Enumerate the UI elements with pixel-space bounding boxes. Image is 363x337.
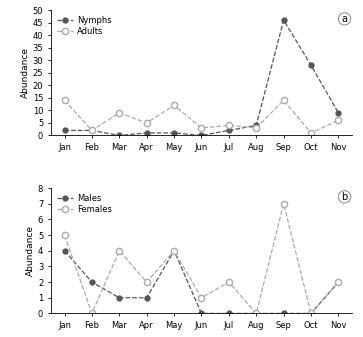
Adults [254,126,258,130]
Y-axis label: Abundance: Abundance [21,47,30,98]
Nymphs [281,18,286,22]
Males [336,280,340,284]
Y-axis label: Abundance: Abundance [26,225,35,276]
Females [172,249,176,253]
Females [281,202,286,206]
Males [172,249,176,253]
Females [90,311,94,315]
Adults [90,128,94,132]
Nymphs [309,63,313,67]
Females [199,296,204,300]
Females [254,311,258,315]
Line: Nymphs: Nymphs [62,18,341,138]
Males [254,311,258,315]
Line: Females: Females [61,201,342,316]
Males [90,280,94,284]
Nymphs [62,128,67,132]
Females [62,233,67,237]
Nymphs [90,128,94,132]
Line: Adults: Adults [61,97,342,136]
Females [336,280,340,284]
Text: a: a [342,14,348,24]
Males [117,296,122,300]
Legend: Nymphs, Adults: Nymphs, Adults [55,14,113,37]
Nymphs [172,131,176,135]
Females [309,311,313,315]
Females [144,280,149,284]
Males [227,311,231,315]
Nymphs [227,128,231,132]
Adults [336,118,340,122]
Line: Males: Males [62,248,341,316]
Legend: Males, Females: Males, Females [55,192,113,215]
Females [117,249,122,253]
Females [227,280,231,284]
Adults [117,111,122,115]
Nymphs [117,133,122,137]
Males [281,311,286,315]
Males [144,296,149,300]
Nymphs [199,133,204,137]
Males [199,311,204,315]
Adults [62,98,67,102]
Text: b: b [342,192,348,202]
Males [62,249,67,253]
Adults [172,103,176,108]
Nymphs [254,123,258,127]
Males [309,311,313,315]
Adults [227,123,231,127]
Adults [199,126,204,130]
Adults [281,98,286,102]
Nymphs [336,111,340,115]
Adults [144,121,149,125]
Nymphs [144,131,149,135]
Adults [309,131,313,135]
